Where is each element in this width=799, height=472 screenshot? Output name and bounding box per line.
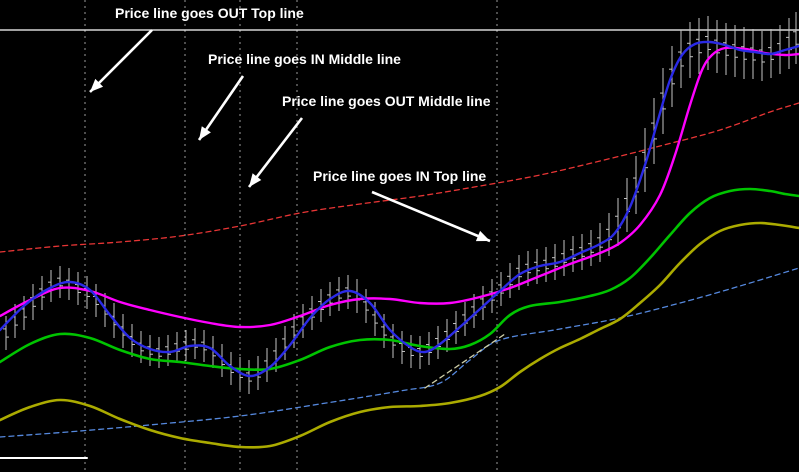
annotation-arrow-line <box>371 190 491 243</box>
series-bottom-line-yellow <box>0 221 799 449</box>
annotation-label-1: Price line goes OUT Top line <box>115 5 304 21</box>
series-upper-band-red-dashed <box>0 102 799 253</box>
series-median-line-magenta <box>0 46 799 329</box>
series-pale-dashed-segment <box>424 333 506 389</box>
series-middle-line-green <box>0 187 799 372</box>
annotation-arrow-head <box>249 173 262 187</box>
annotation-arrow-head <box>475 230 490 242</box>
annotation-arrow-line <box>89 29 153 93</box>
annotation-arrow-line <box>247 117 304 188</box>
annotation-label-4: Price line goes IN Top line <box>313 168 487 184</box>
annotation-label-2: Price line goes IN Middle line <box>208 51 401 67</box>
annotation-arrow-head <box>199 126 211 140</box>
series-lower-band-blue-dashed <box>0 267 799 438</box>
series-price-line-blue <box>0 40 799 378</box>
annotation-label-3: Price line goes OUT Middle line <box>282 93 491 109</box>
annotation-arrow-head <box>90 78 104 92</box>
